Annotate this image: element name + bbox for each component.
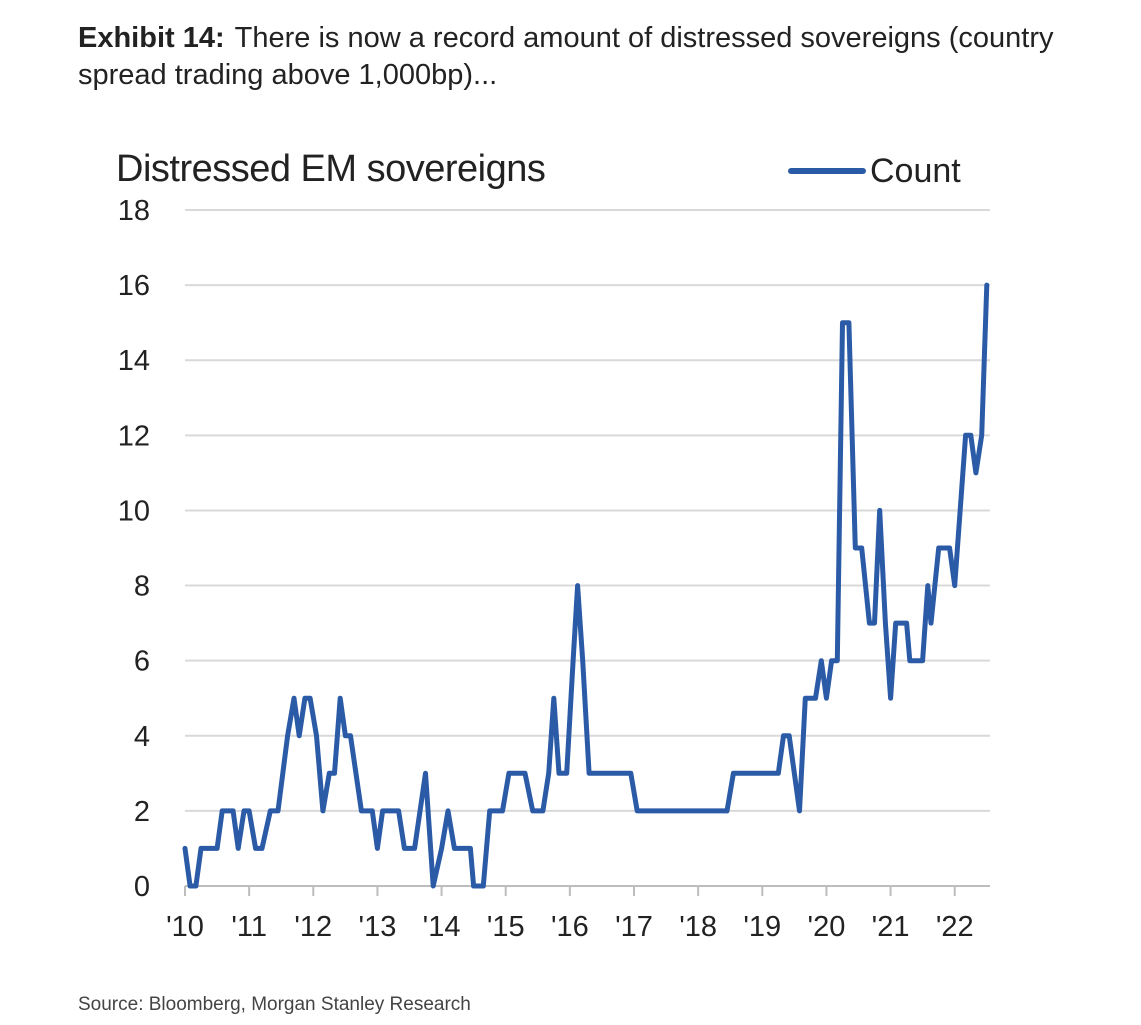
x-tick-label: '10 xyxy=(166,911,204,943)
series-group xyxy=(182,282,990,889)
x-tick-label: '22 xyxy=(936,911,974,943)
y-tick-label: 18 xyxy=(118,195,150,227)
y-tick-label: 16 xyxy=(118,270,150,302)
y-tick-label: 4 xyxy=(134,721,150,753)
x-tick-label: '20 xyxy=(808,911,846,943)
y-tick-label: 10 xyxy=(118,495,150,527)
x-tick-label: '21 xyxy=(872,911,910,943)
x-tick-label: '14 xyxy=(423,911,461,943)
chart-legend: Count xyxy=(788,151,961,191)
x-tick-label: '11 xyxy=(231,911,267,943)
x-tick-label: '13 xyxy=(359,911,397,943)
exhibit-text: There is now a record amount of distress… xyxy=(78,22,1054,91)
y-tick-label: 8 xyxy=(134,571,150,603)
y-tick-label: 12 xyxy=(118,420,150,452)
x-tick-label: '17 xyxy=(615,911,653,943)
y-axis: 0 2 4 6 8 10 12 14 16 18 xyxy=(118,195,150,903)
y-tick-label: 6 xyxy=(134,646,150,678)
x-tick-label: '19 xyxy=(743,911,781,943)
legend-swatch-count xyxy=(788,168,866,174)
x-tick-label: '15 xyxy=(487,911,525,943)
y-tick-label: 14 xyxy=(118,345,150,377)
exhibit-caption: Exhibit 14: There is now a record amount … xyxy=(78,20,1118,94)
source-note: Source: Bloomberg, Morgan Stanley Resear… xyxy=(78,994,471,1015)
series-line-0 xyxy=(182,282,990,889)
x-axis: '10 '11 '12 '13 '14 '15 '16 '17 '18 '19 '20 '21 '22 xyxy=(166,885,990,943)
x-tick-label: '12 xyxy=(294,911,332,943)
y-tick-label: 2 xyxy=(134,796,150,828)
x-tick-label: '16 xyxy=(551,911,589,943)
chart-title: Distressed EM sovereigns xyxy=(116,148,546,190)
exhibit-label: Exhibit 14: xyxy=(78,22,225,54)
x-tick-label: '18 xyxy=(679,911,717,943)
legend-label-count: Count xyxy=(870,151,961,190)
y-tick-label: 0 xyxy=(134,871,150,903)
